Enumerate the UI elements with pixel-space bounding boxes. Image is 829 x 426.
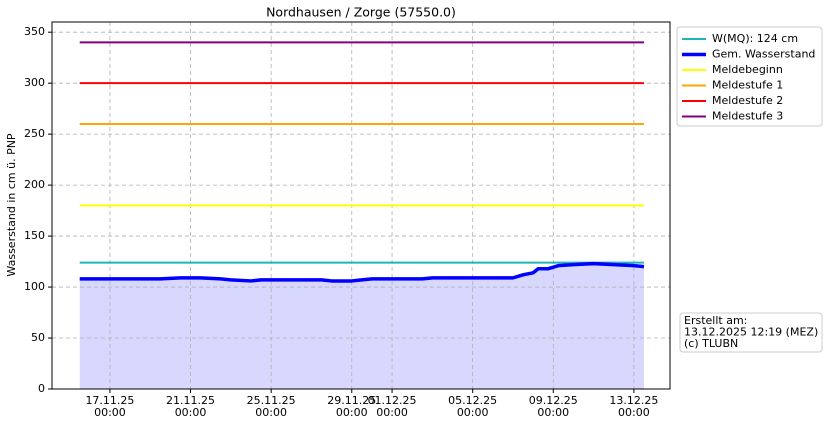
annotation-text: 13.12.2025 12:19 (MEZ) [684,326,818,339]
legend-label: Meldebeginn [712,63,783,76]
annotation-text: Erstellt am: [684,314,747,327]
x-tick-label: 25.11.25 00:00 [247,394,296,419]
chart-title: Nordhausen / Zorge (57550.0) [266,5,456,20]
legend-box [676,26,823,127]
annotation-box [679,312,823,353]
y-axis-label: Wasserstand in cm ü. PNP [5,133,18,277]
y-tick-label: 250 [24,127,45,140]
x-tick-label: 01.12.25 00:00 [368,394,417,419]
x-tick-label: 21.11.25 00:00 [166,394,215,419]
x-tick-label: 29.11.25 00:00 [327,394,376,419]
y-tick-label: 300 [24,76,45,89]
x-tick-label: 05.12.25 00:00 [448,394,497,419]
legend-label: Meldestufe 3 [712,110,783,123]
y-tick-label: 150 [24,229,45,242]
y-tick-label: 0 [38,382,45,395]
series-line [79,261,645,283]
plot-frame [51,21,671,390]
legend-label: W(MQ): 124 cm [712,32,798,45]
annotation-text: (c) TLUBN [684,337,738,350]
x-tick-label: 09.12.25 00:00 [529,394,578,419]
legend-label: Meldestufe 1 [712,79,783,92]
legend-label: Meldestufe 2 [712,94,783,107]
y-tick-label: 50 [31,331,45,344]
y-tick-label: 100 [24,280,45,293]
y-tick-label: 200 [24,178,45,191]
legend-label: Gem. Wasserstand [712,48,815,61]
y-tick-label: 350 [24,25,45,38]
x-tick-label: 13.12.25 00:00 [609,394,658,419]
area [79,263,644,389]
x-tick-label: 17.11.25 00:00 [85,394,134,419]
